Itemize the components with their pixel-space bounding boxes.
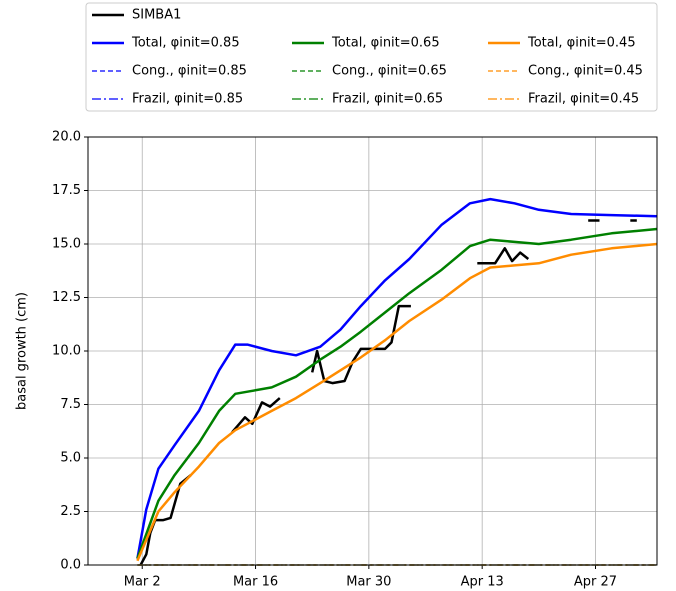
y-tick-label: 20.0 [52,130,81,145]
y-tick-label: 10.0 [52,344,81,359]
legend-label: Total, φinit=0.85 [131,36,240,51]
legend-label: Total, φinit=0.65 [331,36,440,51]
x-tick-label: Mar 30 [346,575,391,590]
y-tick-label: 17.5 [52,183,81,198]
legend-label: Frazil, φinit=0.85 [132,92,243,107]
series-line [136,197,658,559]
series-line [136,227,658,560]
x-tick-label: Apr 13 [461,575,504,590]
plot-frame [87,136,658,566]
y-tick-label: 5.0 [60,451,81,466]
y-tick-label: 0.0 [60,558,81,573]
y-tick-label: 2.5 [60,504,81,519]
y-tick-label: 7.5 [60,397,81,412]
series-line [139,219,637,566]
legend-label: Total, φinit=0.45 [527,36,636,51]
y-axis-label: basal growth (cm) [15,292,30,410]
legend-label: Frazil, φinit=0.45 [528,92,639,107]
x-tick-label: Apr 27 [574,575,617,590]
legend-label: Cong., φinit=0.85 [132,64,247,79]
x-tick-label: Mar 16 [233,575,278,590]
legend-label: Cong., φinit=0.45 [528,64,643,79]
series-line [136,242,658,562]
y-tick-label: 15.0 [52,237,81,252]
x-tick-label: Mar 2 [124,575,161,590]
y-tick-label: 12.5 [52,290,81,305]
legend-label: Cong., φinit=0.65 [332,64,447,79]
legend-label: Frazil, φinit=0.65 [332,92,443,107]
legend-box [85,2,658,112]
legend-label: SIMBA1 [132,8,181,23]
